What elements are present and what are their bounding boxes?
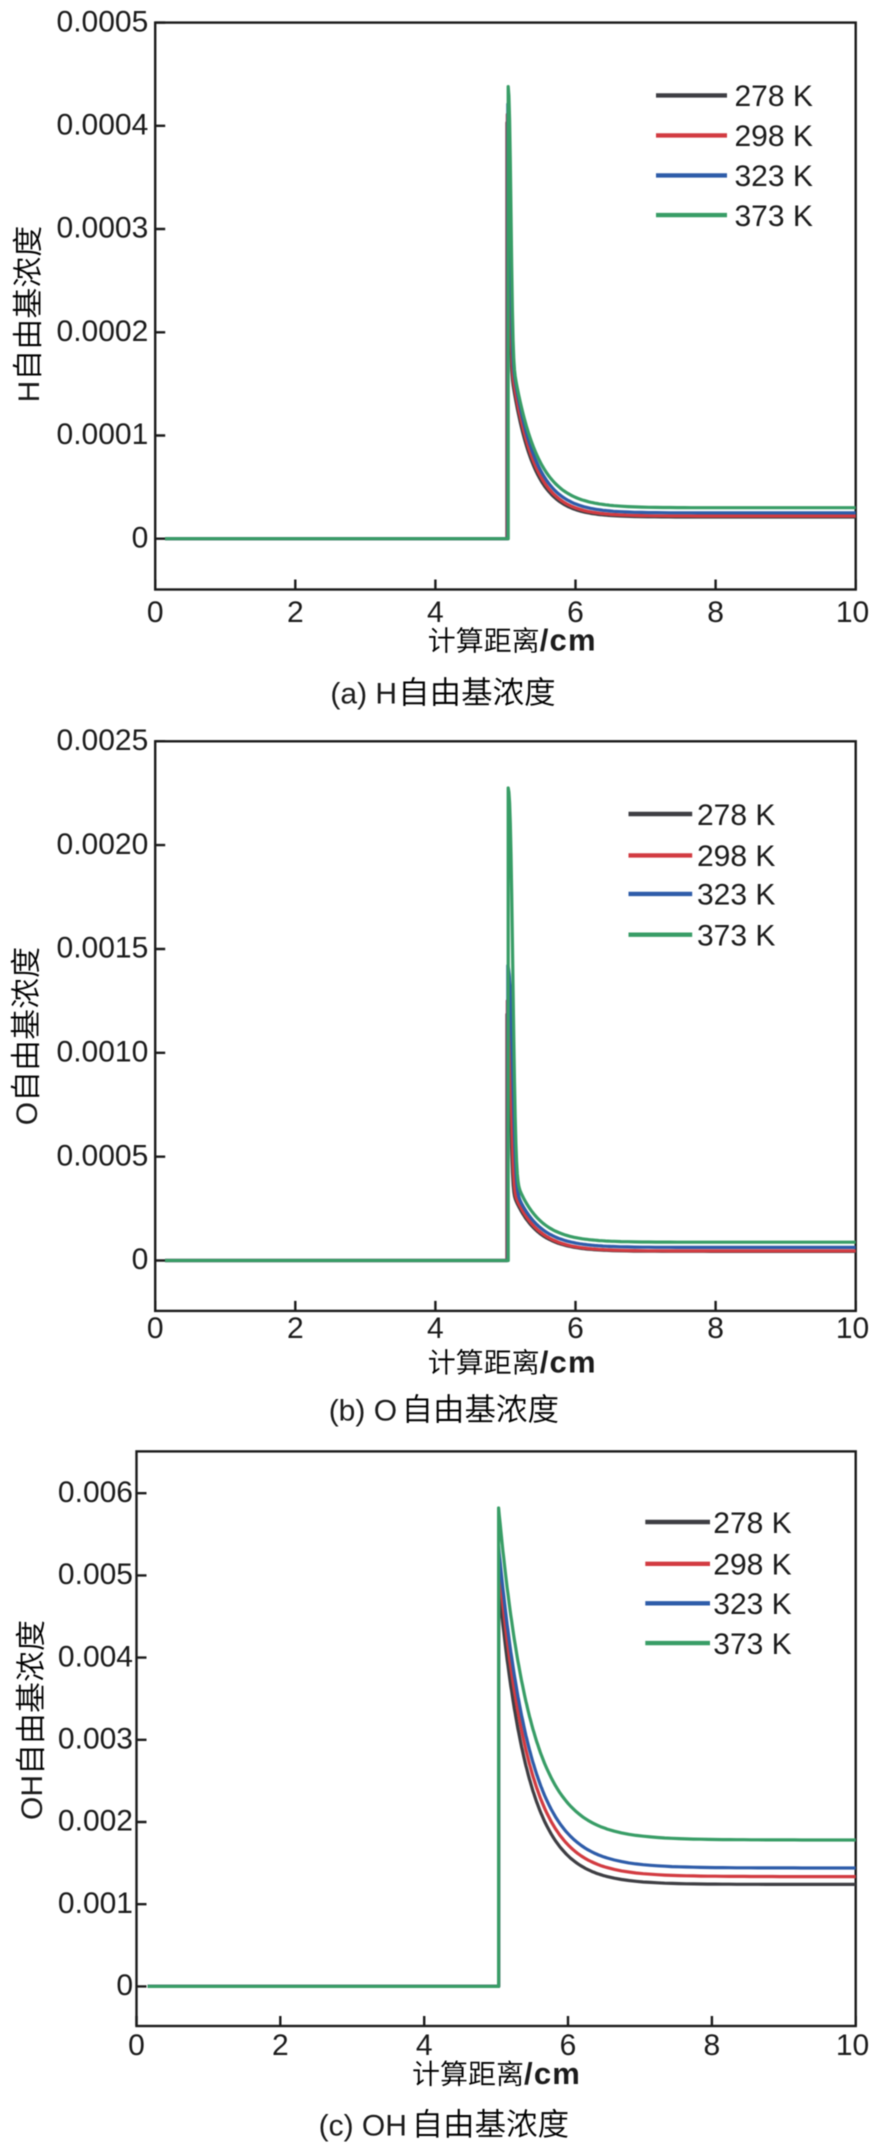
svg-text:6: 6: [567, 596, 584, 629]
svg-text:0.0020: 0.0020: [57, 828, 149, 861]
svg-text:0.0001: 0.0001: [57, 418, 149, 451]
svg-text:0.0015: 0.0015: [57, 932, 149, 965]
svg-text:0.006: 0.006: [58, 1476, 133, 1509]
svg-text:/cm: /cm: [524, 2056, 581, 2091]
svg-text:0.004: 0.004: [58, 1640, 133, 1673]
svg-text:4: 4: [427, 1312, 444, 1345]
svg-text:298 K: 298 K: [697, 840, 775, 873]
svg-text:0.0004: 0.0004: [57, 109, 149, 142]
svg-text:O: O: [11, 1102, 44, 1125]
svg-text:(c) OH: (c) OH: [319, 2109, 407, 2142]
svg-text:8: 8: [707, 1312, 724, 1345]
svg-text:323 K: 323 K: [697, 879, 775, 912]
svg-text:/cm: /cm: [540, 1345, 597, 1380]
svg-text:(b) O: (b) O: [329, 1395, 397, 1428]
svg-text:/cm: /cm: [540, 623, 597, 658]
svg-text:0.0002: 0.0002: [57, 315, 149, 348]
svg-text:0.002: 0.002: [58, 1805, 133, 1838]
svg-text:298 K: 298 K: [713, 1549, 791, 1582]
svg-text:323 K: 323 K: [713, 1588, 791, 1621]
svg-text:373 K: 373 K: [697, 920, 775, 953]
svg-text:OH: OH: [16, 1775, 49, 1820]
svg-text:2: 2: [287, 596, 304, 629]
svg-text:6: 6: [560, 2029, 577, 2062]
svg-text:10: 10: [836, 596, 869, 629]
svg-text:6: 6: [567, 1312, 584, 1345]
svg-text:8: 8: [707, 596, 724, 629]
svg-text:10: 10: [836, 2029, 869, 2062]
svg-text:0.0005: 0.0005: [57, 1139, 149, 1172]
svg-text:0: 0: [116, 1969, 133, 2002]
svg-text:373 K: 373 K: [735, 200, 813, 233]
svg-text:278 K: 278 K: [713, 1507, 791, 1540]
svg-text:298 K: 298 K: [735, 120, 813, 153]
svg-text:0.005: 0.005: [58, 1558, 133, 1591]
svg-text:2: 2: [287, 1312, 304, 1345]
svg-text:0.0010: 0.0010: [57, 1036, 149, 1069]
svg-text:2: 2: [272, 2029, 289, 2062]
svg-text:4: 4: [416, 2029, 433, 2062]
svg-text:10: 10: [836, 1312, 869, 1345]
svg-text:0: 0: [147, 596, 164, 629]
svg-text:0: 0: [132, 1243, 149, 1276]
svg-text:(a) H: (a) H: [330, 678, 397, 711]
svg-text:0: 0: [147, 1312, 164, 1345]
svg-text:0.003: 0.003: [58, 1723, 133, 1756]
svg-text:278 K: 278 K: [697, 799, 775, 832]
svg-text:4: 4: [427, 596, 444, 629]
svg-text:373 K: 373 K: [713, 1628, 791, 1661]
svg-text:323 K: 323 K: [735, 160, 813, 193]
svg-text:0: 0: [128, 2029, 145, 2062]
svg-text:0: 0: [132, 521, 149, 554]
svg-text:0.0025: 0.0025: [57, 724, 149, 757]
svg-text:8: 8: [704, 2029, 721, 2062]
svg-text:0.001: 0.001: [58, 1887, 133, 1920]
svg-text:0.0005: 0.0005: [57, 5, 149, 38]
svg-text:278 K: 278 K: [735, 80, 813, 113]
svg-text:H: H: [13, 381, 46, 403]
svg-text:0.0003: 0.0003: [57, 212, 149, 245]
